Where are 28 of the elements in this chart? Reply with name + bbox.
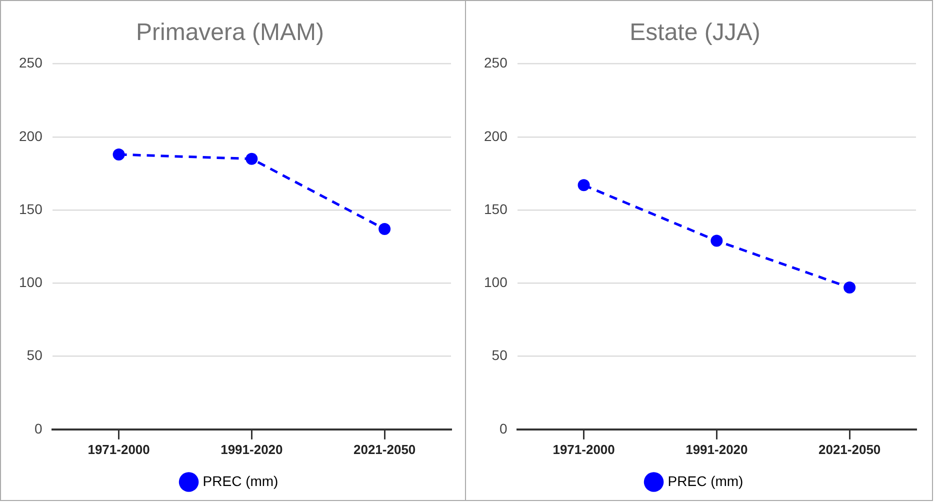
y-tick-label: 200: [484, 128, 508, 144]
x-tick-label: 1971-2000: [552, 442, 615, 457]
point: [578, 179, 590, 192]
y-tick-label: 150: [484, 200, 508, 217]
chart-title: Estate (JJA): [630, 19, 760, 46]
y-tick-label: 150: [19, 200, 43, 217]
x-tick-label: 2021-2050: [353, 442, 416, 457]
x-tick-label: 1991-2020: [220, 442, 283, 457]
point: [112, 148, 125, 160]
y-tick-label: 100: [484, 274, 508, 290]
x-tick-label: 1991-2020: [686, 442, 748, 457]
x-tick-label: 1971-2000: [88, 442, 150, 457]
chart-title: Primavera (MAM): [136, 19, 324, 46]
point: [246, 152, 258, 165]
legend-label: PREC (mm): [668, 472, 744, 489]
y-tick-label: 100: [19, 274, 43, 290]
y-tick-label: 0: [34, 420, 43, 436]
point: [378, 223, 391, 236]
legend-label: PREC (mm): [202, 472, 278, 489]
y-tick-label: 250: [484, 54, 508, 71]
y-tick-label: 250: [19, 54, 43, 71]
y-tick-label: 50: [492, 347, 508, 364]
point: [710, 234, 723, 247]
x-tick-label: 2021-2050: [818, 442, 881, 457]
y-tick-label: 50: [26, 347, 43, 364]
y-tick-label: 200: [19, 128, 43, 144]
y-tick-label: 0: [500, 420, 508, 436]
point: [844, 282, 856, 294]
